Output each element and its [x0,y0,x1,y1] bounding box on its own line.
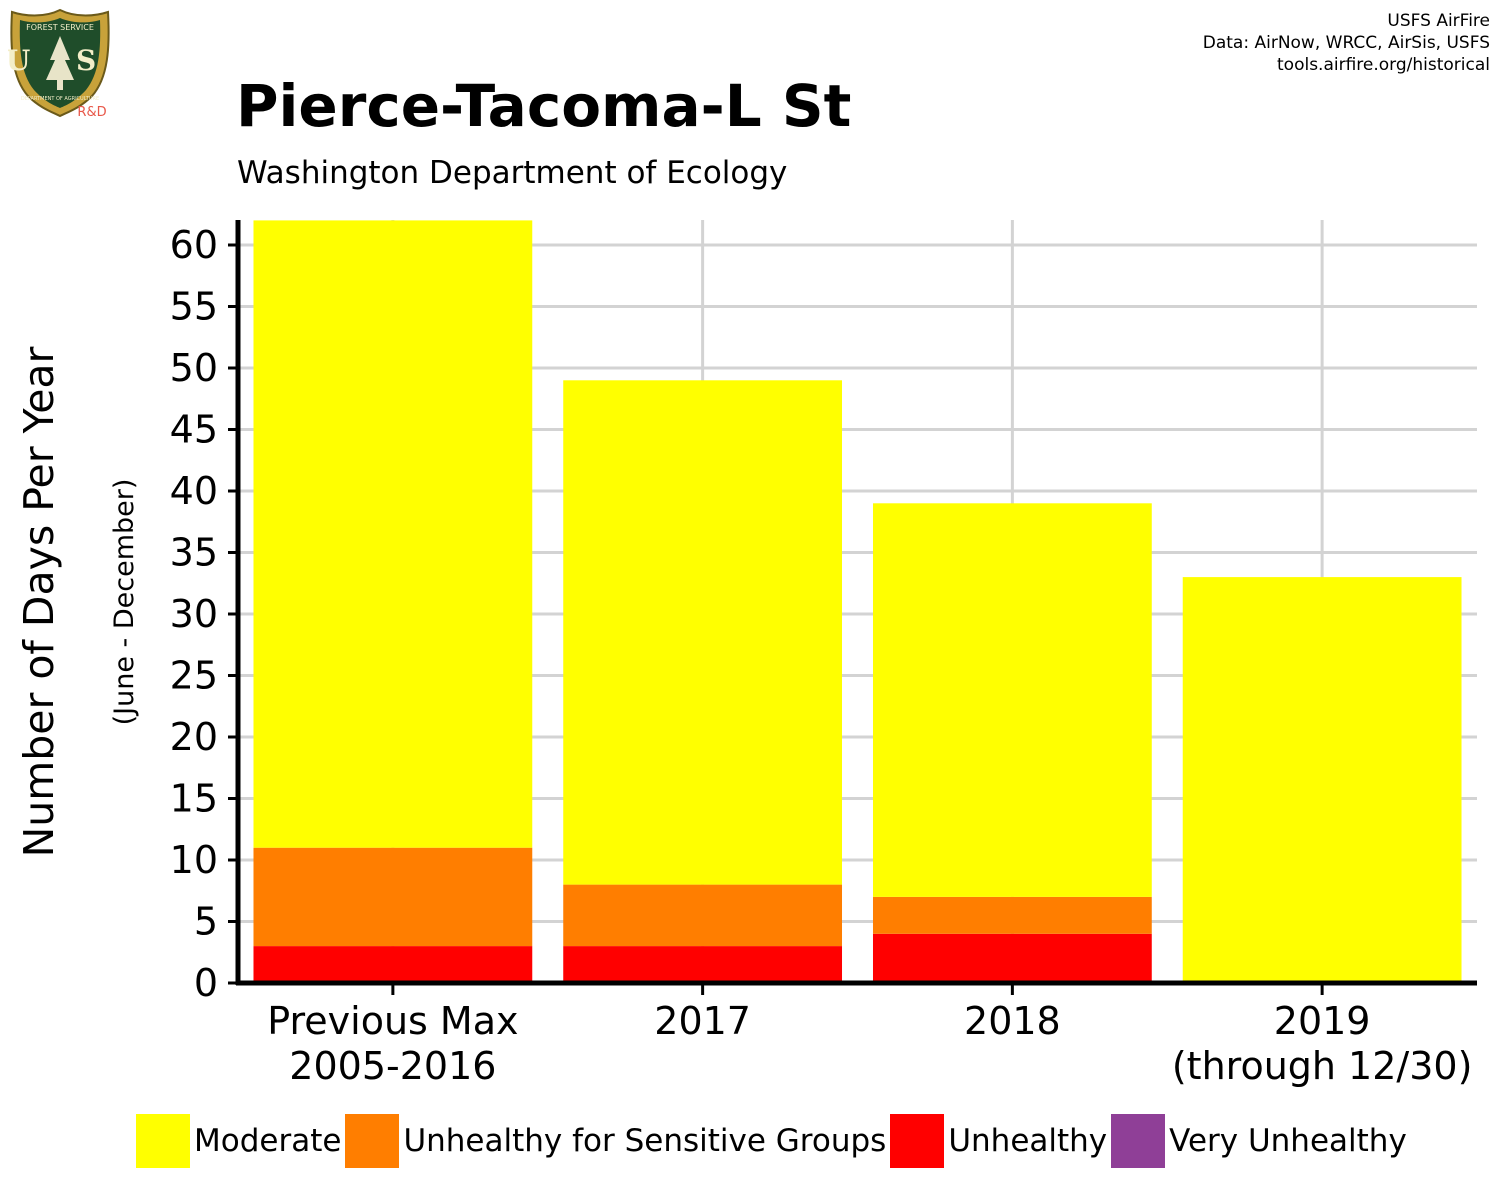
legend-label: Moderate [194,1123,342,1159]
bars [253,220,1462,983]
y-tick-label: 45 [170,408,218,452]
y-tick-label: 40 [170,469,218,513]
usfs-logo: FOREST SERVICE U S DEPARTMENT OF AGRICUL… [8,8,112,120]
credit-line: tools.airfire.org/historical [1277,55,1490,75]
y-tick-label: 20 [170,715,218,759]
legend-item: Unhealthy for Sensitive Groups [345,1114,886,1168]
bar-segment [872,503,1152,897]
x-tick-label: 2018 [964,999,1061,1043]
logo-bottom-text: DEPARTMENT OF AGRICULTURE [21,96,99,102]
legend-swatch [890,1114,945,1168]
bar-segment [563,946,843,983]
legend-item: Very Unhealthy [1111,1114,1407,1168]
x-tick-label: 2017 [654,999,751,1043]
bar-segment [563,884,843,947]
usfs-shield-icon [10,8,110,118]
legend-item: Unhealthy [890,1114,1107,1168]
credit-line: USFS AirFire [1387,11,1490,31]
x-tick-label: 2019 (through 12/30) [1172,999,1473,1088]
logo-top-text: FOREST SERVICE [26,23,94,32]
legend: Moderate Unhealthy for Sensitive Groups Un… [136,1113,1411,1169]
legend-swatch [136,1114,190,1168]
axes [228,220,1477,995]
credit-line: Data: AirNow, WRCC, AirSis, USFS [1202,33,1490,53]
y-axis-sublabel: (June - December) [109,479,140,726]
y-tick-label: 60 [170,223,218,267]
logo-center-text: U S [8,44,112,77]
y-tick-label: 30 [170,592,218,636]
y-tick-label: 35 [170,531,218,575]
data-credits: USFS AirFire Data: AirNow, WRCC, AirSis,… [1203,10,1490,76]
x-tick-label-line: 2005-2016 [289,1044,496,1088]
bar-segment [253,220,533,848]
bar-segment [872,896,1152,934]
bar-segment [1182,577,1462,983]
bar-segment [253,946,533,983]
x-tick-label-line: 2019 [1274,999,1371,1043]
y-tick-label: 55 [170,285,218,329]
legend-swatch [1111,1114,1166,1168]
legend-swatch [345,1114,400,1168]
y-tick-label: 25 [170,654,218,698]
y-tick-label: 50 [170,346,218,390]
y-tick-label: 10 [170,838,218,882]
y-tick-label: 0 [194,961,218,1005]
logo-badge: R&D [77,105,106,120]
legend-label: Unhealthy [948,1123,1108,1159]
x-tick-label-line: (through 12/30) [1172,1044,1473,1088]
x-tick-label-line: Previous Max [267,999,518,1043]
y-tick-labels: 0 5 10 15 20 25 30 35 40 45 50 55 60 [170,223,218,1005]
chart-title: Pierce-Tacoma-L St [236,72,852,140]
legend-item: Moderate [136,1114,341,1168]
y-axis-label: Number of Days Per Year [15,346,63,857]
y-tick-label: 15 [170,777,218,821]
legend-label: Very Unhealthy [1169,1123,1407,1159]
y-tick-label: 5 [194,900,218,944]
bar-segment [872,933,1152,983]
chart-subtitle: Washington Department of Ecology [237,155,788,191]
bar-segment [563,380,843,885]
x-tick-label-line: 2018 [964,999,1061,1043]
x-tick-labels: Previous Max 2005-2016 2017 2018 2019 (throug… [267,999,1472,1088]
bar-segment [253,847,533,947]
x-tick-label-line: 2017 [654,999,751,1043]
legend-label: Unhealthy for Sensitive Groups [403,1123,887,1159]
x-tick-label: Previous Max 2005-2016 [267,999,518,1088]
